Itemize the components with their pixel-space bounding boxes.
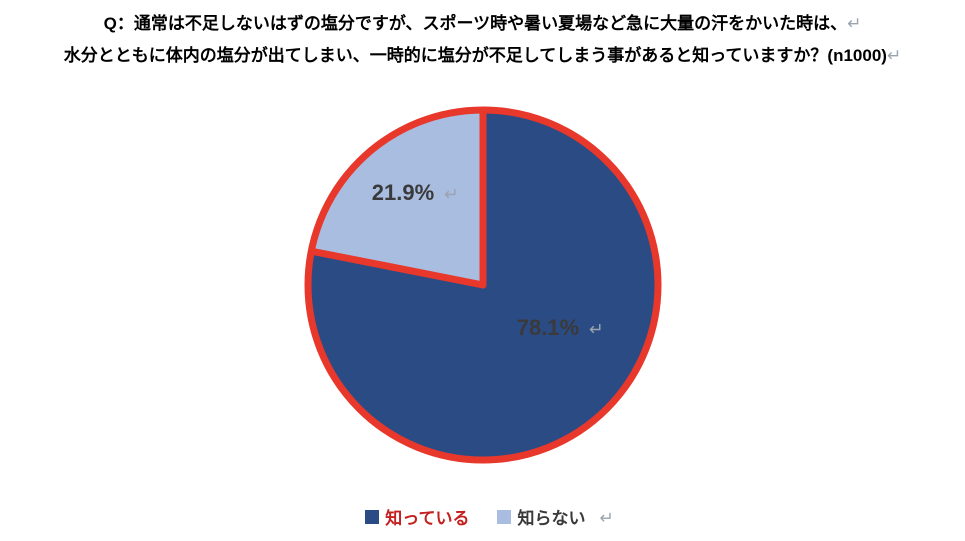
pie-chart-area: 78.1% ↵ 21.9% ↵ [0, 90, 965, 480]
legend-item-0: 知っている [365, 504, 469, 529]
chart-title: Q：通常は不足しないはずの塩分ですが、スポーツ時や暑い夏場など急に大量の汗をかい… [0, 8, 965, 73]
return-mark-icon: ↵ [887, 46, 901, 65]
title-line-2: 水分とともに体内の塩分が出てしまい、一時的に塩分が不足してしまう事があると知って… [0, 40, 965, 72]
pie-label-know: 78.1% [516, 315, 578, 340]
title-line-1: Q：通常は不足しないはずの塩分ですが、スポーツ時や暑い夏場など急に大量の汗をかい… [0, 8, 965, 40]
legend-swatch-icon [365, 510, 379, 524]
title-line-2-text: 水分とともに体内の塩分が出てしまい、一時的に塩分が不足してしまう事があると知って… [64, 46, 887, 65]
legend-swatch-icon [497, 510, 511, 524]
return-mark-icon: ↵ [444, 184, 459, 204]
chart-container: Q：通常は不足しないはずの塩分ですが、スポーツ時や暑い夏場など急に大量の汗をかい… [0, 0, 965, 541]
title-line-1-text: Q：通常は不足しないはずの塩分ですが、スポーツ時や暑い夏場など急に大量の汗をかい… [104, 14, 848, 33]
return-mark-icon: ↵ [599, 509, 613, 528]
return-mark-icon: ↵ [589, 319, 604, 339]
return-mark-icon: ↵ [847, 14, 861, 33]
legend-label: 知らない [517, 504, 585, 529]
pie-label-dont_know: 21.9% [371, 180, 433, 205]
legend-label: 知っている [385, 504, 469, 529]
legend-item-1: 知らない [497, 504, 585, 529]
legend: 知っている 知らない ↵ [0, 504, 965, 529]
pie-chart-svg: 78.1% ↵ 21.9% ↵ [283, 85, 683, 485]
